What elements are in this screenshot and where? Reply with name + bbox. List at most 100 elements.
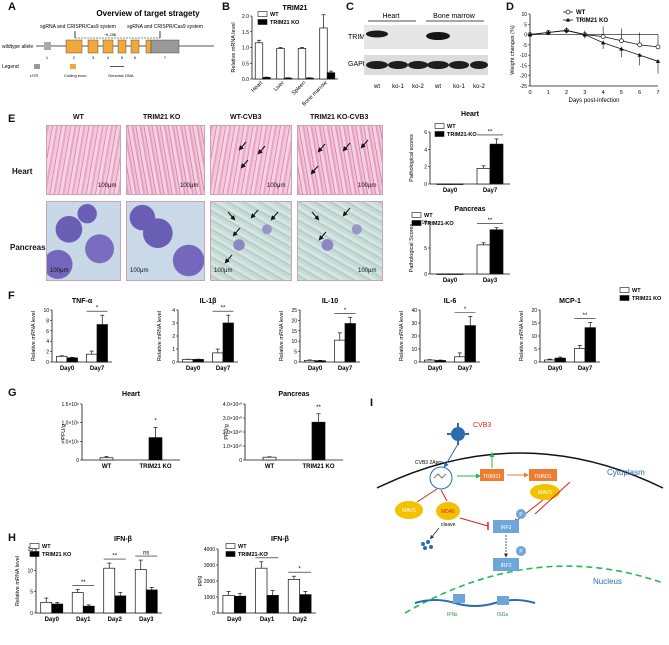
x-tick-label-E-heart: Day7 [483,188,498,194]
bar-B-0-0 [254,42,264,80]
bar-E-pancreas-1-1 [489,229,504,275]
bar-F-IL1b-1-1 [222,322,234,363]
y-tick-label-D: -5 [523,43,528,49]
svg-text:7: 7 [164,55,167,60]
series-line-D-1 [529,30,659,62]
y-axis-label-H-mRNA: Relative mRNA level [15,556,21,606]
bar-E-pancreas-0-0 [436,273,451,275]
chart-title-F-MCP1: MCP-1 [559,298,581,305]
col-wt: WT [73,114,84,121]
y-tick-label-G-Pancreas: 2.0×10¹⁰ [223,430,242,436]
x-tick-label-D: 0 [528,90,531,96]
x-tick-label-B: Spleen [291,80,307,96]
scale-bar-1: 100μm [98,183,117,189]
chart-title-F-IL10: IL-10 [322,298,338,305]
bar-H-protein-2-1 [299,594,312,614]
panel-label-d: D [506,1,514,13]
bar-E-heart-0-1 [449,183,464,185]
svg-text:1: 1 [46,55,49,60]
bar-B-0-1 [262,77,271,80]
panel-label-g: G [8,387,17,399]
col-ko-cvb3: TRIM21 KO-CVB3 [310,114,369,121]
legend-swatch-H-mRNA [29,543,40,549]
histology-heart-wt [46,125,121,195]
sig-mark-F-IL1b: ** [221,306,226,312]
bar-B-1-1 [283,77,293,80]
utr-5 [44,42,51,50]
bar-H-mRNA-0-1 [51,603,64,614]
x-tick-label-H-protein: Day1 [260,617,275,623]
svg-text:TRIM21: TRIM21 [483,474,501,480]
y-tick-label-H-protein: 0 [212,611,215,617]
bar-B-2-0 [297,48,307,80]
y-tick-label-B: 2.0 [242,14,249,20]
sig-mark-E-pancreas: ** [488,218,493,224]
svg-text:P: P [519,512,523,518]
scale-bar-5: 100μm [50,268,69,274]
y-tick-label-G-Pancreas: 1.0×10¹⁰ [223,444,242,450]
y-axis-label-F-IL1b: Relative mRNA level [157,311,163,361]
panel-c-western-blot: Heart Bone marrow TRIM21 GAPDH wt ko-1 k… [348,13,488,90]
blot-row-gapdh: GAPDH [348,61,373,68]
x-tick-label-D: 2 [565,90,568,96]
sig-mark-H-protein: * [298,567,301,573]
sig-mark-H-mRNA: ns [143,551,149,557]
band-gapdh-5 [449,61,469,69]
exon-5 [117,39,127,54]
panel-label-c: C [346,1,354,13]
bar-H-protein-0-0 [222,595,235,614]
chart-title-H-mRNA: IFN-β [114,536,133,543]
y-tick-label-F-IL6: 10 [411,347,417,353]
legend-label-E-pancreas: WT [424,213,433,219]
x-tick-label-B: Liver [273,80,286,93]
legend-swatch-F-MCP1 [619,295,630,301]
bar-H-mRNA-0-0 [40,601,53,614]
scale-bar-8: 100μm [358,268,377,274]
legend-label-F-MCP1: TRIM21 KO [632,296,662,302]
y-tick-label-F-TNF: 4 [46,339,49,345]
y-tick-label-H-protein: 3000 [204,563,215,569]
svg-text:6: 6 [134,55,137,60]
bar-F-IL10-0-0 [304,359,316,363]
x-tick-label-F-TNF: Day0 [60,366,75,372]
y-tick-label-F-MCP1: 15 [531,321,537,327]
y-tick-label-B: 1.0 [242,46,249,52]
point-D-ko [527,32,533,37]
y-tick-label-F-IL10: 25 [291,308,297,314]
bar-G-Heart-1-0 [148,437,163,461]
y-tick-label-G-Heart: 0 [76,458,79,464]
legend-label-H-protein: TRIM21-KO [238,552,268,558]
irf3-node-a [493,520,519,533]
bar-H-mRNA-3-1 [145,589,158,614]
x-tick-label-H-protein: Day2 [292,617,307,623]
virus-label: CVB3 [473,422,491,429]
svg-text:ko-1: ko-1 [392,84,404,90]
svg-text:2: 2 [73,55,76,60]
svg-text:MAVS: MAVS [402,508,416,514]
blot-group-bm: Bone marrow [433,13,476,20]
y-tick-label-H-protein: 4000 [204,547,215,553]
x-tick-label-H-protein: Day0 [227,617,242,623]
x-tick-label-D: 5 [620,90,623,96]
chart-title-F-TNF: TNF-α [72,298,93,305]
y-tick-label-F-IL1b: 1 [172,347,175,353]
svg-text:ko-1: ko-1 [453,84,465,90]
bar-H-mRNA-3-0 [134,569,147,614]
y-tick-label-F-TNF: 0 [46,360,49,366]
histology-column-headers: WT TRIM21 KO WT-CVB3 TRIM21 KO-CVB3 [65,114,395,124]
panel-label-e: E [8,113,16,125]
row-heart-label: Heart [12,167,33,176]
panel-label-f: F [8,290,15,302]
panel-a-right-label: sgRNA and CRISPR/Cas9 system [127,24,203,30]
legend-marker-D [565,17,571,22]
sig-mark-H-mRNA: ** [81,580,86,586]
chart-title-F-IL6: IL-6 [444,298,457,305]
y-tick-label-G-Heart: 5.0×10⁶ [62,439,80,445]
x-tick-label-H-mRNA: Day3 [139,617,154,623]
y-axis-label-F-IL6: Relative mRNA level [399,311,405,361]
x-tick-label-F-IL10: Day0 [308,366,323,372]
allele-label: wildtype allele [2,44,33,50]
band-gapdh-2 [388,61,408,69]
chart-title-H-protein: IFN-β [271,536,290,543]
legend-utr-swatch [34,64,40,69]
